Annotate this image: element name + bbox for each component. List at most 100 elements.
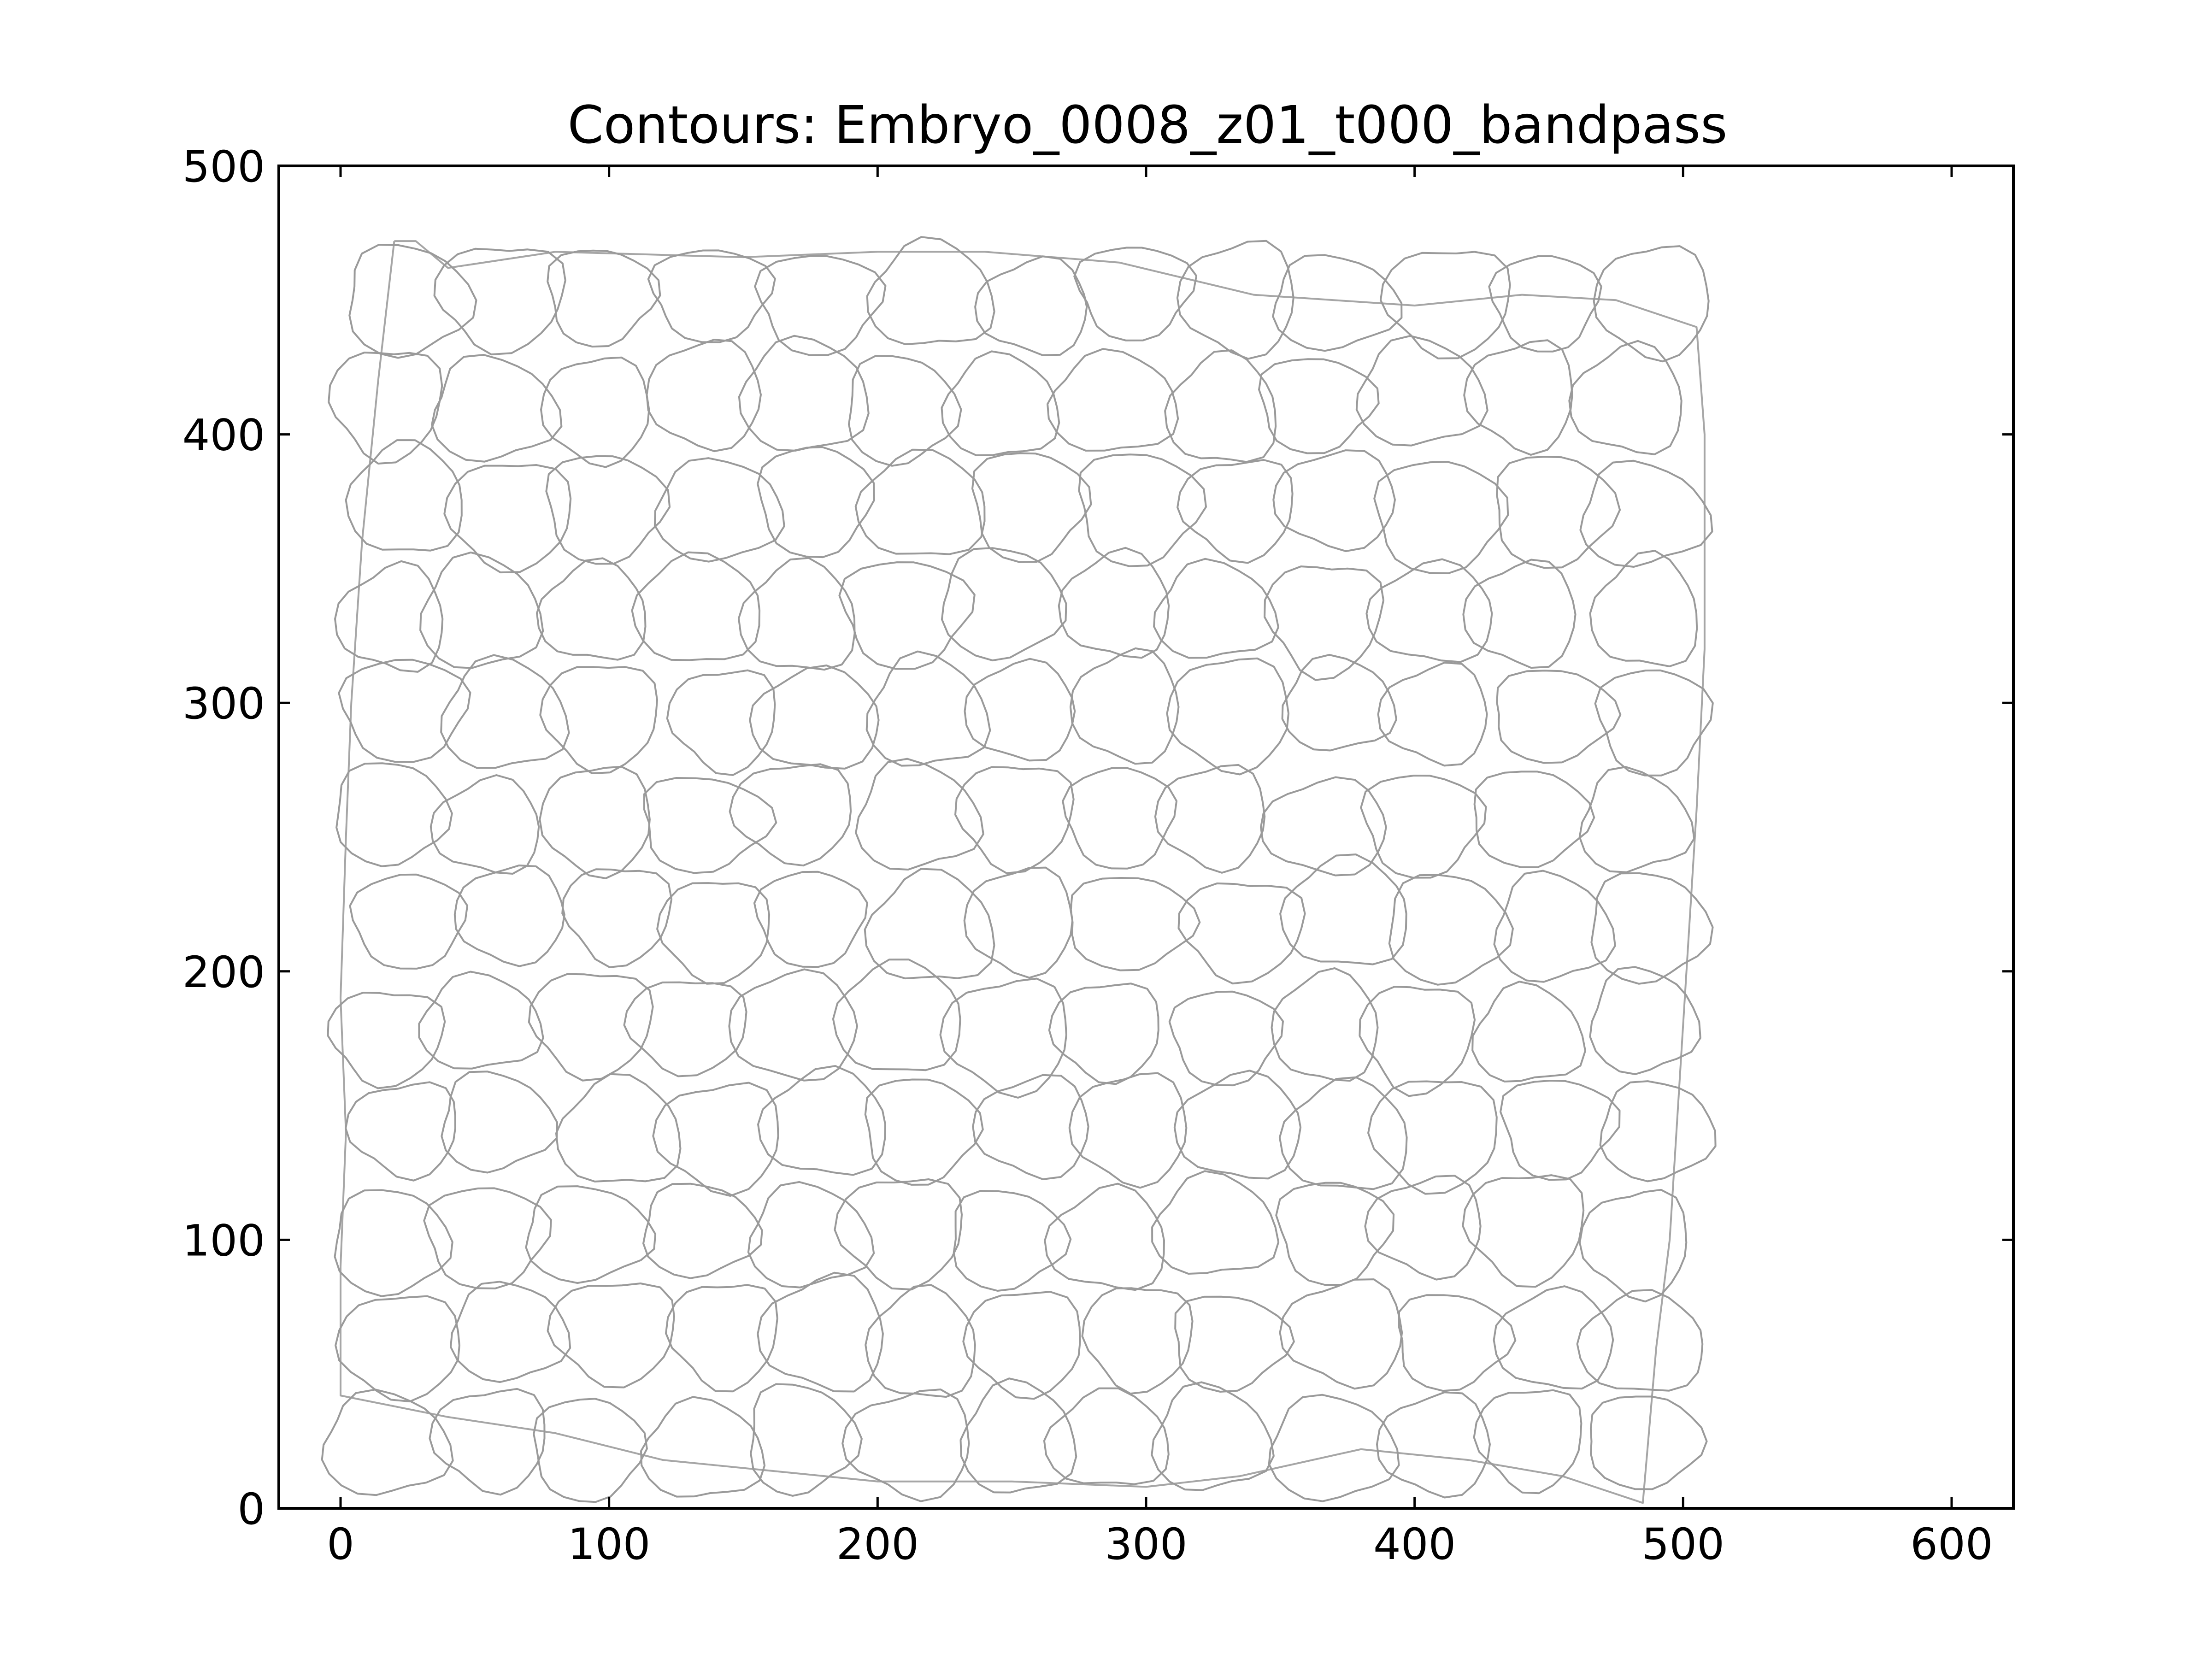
cell-contour bbox=[631, 551, 761, 661]
y-tick-label: 500 bbox=[182, 142, 265, 192]
cell-contour bbox=[848, 355, 962, 467]
cell-contour bbox=[1062, 767, 1178, 870]
cell-contour bbox=[738, 557, 856, 671]
cell-contour bbox=[335, 762, 453, 867]
cell-contour bbox=[1070, 877, 1201, 971]
cell-contour bbox=[855, 758, 984, 871]
cell-contour bbox=[1078, 453, 1207, 567]
cell-contour bbox=[939, 977, 1067, 1099]
cell-contour bbox=[1176, 240, 1294, 360]
cell-contour bbox=[653, 457, 785, 563]
cell-contour bbox=[728, 968, 858, 1082]
cell-contour bbox=[971, 452, 1092, 563]
cell-contour bbox=[441, 1071, 558, 1174]
cell-contour bbox=[959, 1377, 1077, 1494]
cell-contour bbox=[865, 650, 991, 767]
cell-contour bbox=[757, 1065, 886, 1176]
cell-contour bbox=[749, 665, 880, 770]
cell-contour bbox=[941, 547, 1067, 662]
cell-contour bbox=[545, 455, 671, 565]
cell-contour bbox=[1173, 1070, 1302, 1180]
cell-contour bbox=[1047, 348, 1179, 452]
cell-contour bbox=[443, 464, 572, 574]
cell-contour bbox=[1069, 647, 1180, 765]
cell-contour bbox=[647, 249, 776, 343]
cell-contour bbox=[1258, 358, 1380, 454]
cell-contour bbox=[1473, 1389, 1583, 1494]
cell-contour bbox=[1154, 764, 1266, 874]
x-tick-label: 600 bbox=[1910, 1519, 1993, 1570]
cell-contour bbox=[1379, 251, 1511, 359]
cell-contour bbox=[941, 350, 1060, 456]
cell-contour bbox=[666, 669, 776, 776]
cell-contour bbox=[1576, 1289, 1704, 1392]
y-axis: 0 100 200 300 400 500 bbox=[182, 142, 2013, 1535]
cell-contour bbox=[1044, 1182, 1165, 1291]
y-tick-label: 0 bbox=[237, 1484, 265, 1535]
cell-contour bbox=[757, 1271, 884, 1393]
cell-contour bbox=[1493, 870, 1616, 983]
cell-contour bbox=[1579, 1188, 1688, 1303]
cell-contour bbox=[1166, 657, 1289, 776]
cell-contour bbox=[854, 448, 986, 555]
cell-contour bbox=[665, 1284, 778, 1393]
cell-contour bbox=[547, 1282, 675, 1388]
cell-contour bbox=[1471, 981, 1586, 1082]
cell-contour bbox=[334, 560, 444, 673]
chart-title: Contours: Embryo_0008_z01_t000_bandpass bbox=[568, 95, 1728, 155]
cell-contour bbox=[974, 255, 1088, 356]
cell-contour bbox=[450, 1281, 571, 1383]
cell-contour bbox=[1279, 853, 1407, 965]
cell-contour bbox=[1177, 882, 1306, 985]
cell-contour bbox=[953, 1190, 1072, 1292]
cell-contour bbox=[738, 335, 870, 452]
cell-contour bbox=[525, 1185, 657, 1284]
cell-contour bbox=[1589, 550, 1698, 667]
cell-contour bbox=[1043, 1387, 1170, 1485]
cell-contour bbox=[1272, 449, 1396, 553]
cell-contour bbox=[1260, 776, 1387, 877]
cell-contour bbox=[1359, 986, 1476, 1097]
cell-contour bbox=[1488, 255, 1602, 353]
cell-contour bbox=[1388, 874, 1514, 986]
cell-contour bbox=[750, 1383, 863, 1497]
cell-contour bbox=[1278, 1076, 1408, 1190]
cell-contour bbox=[640, 1396, 766, 1498]
cell-contour bbox=[555, 1073, 682, 1182]
x-axis: 0 100 200 300 400 500 600 bbox=[327, 166, 1993, 1570]
cell-contour bbox=[1264, 565, 1385, 681]
cell-contour bbox=[964, 658, 1076, 762]
cell-contour bbox=[440, 654, 570, 769]
cell-contour bbox=[757, 446, 875, 559]
cell-contour bbox=[747, 1181, 875, 1288]
x-tick-label: 500 bbox=[1642, 1519, 1724, 1570]
cell-contour bbox=[1271, 967, 1379, 1082]
x-tick-label: 0 bbox=[327, 1519, 354, 1570]
cell-contour bbox=[536, 557, 647, 661]
cell-contour bbox=[419, 551, 544, 669]
cell-contour bbox=[1462, 559, 1577, 669]
cell-contour bbox=[540, 356, 650, 468]
cell-contour bbox=[1281, 653, 1397, 752]
cell-contour bbox=[1568, 340, 1683, 455]
plot-area bbox=[277, 165, 2015, 1510]
cell-contour bbox=[418, 971, 544, 1070]
cell-contour bbox=[729, 763, 852, 867]
cell-contour bbox=[539, 666, 658, 774]
x-tick-label: 300 bbox=[1105, 1519, 1187, 1570]
cell-contour bbox=[335, 1295, 460, 1403]
cell-contour bbox=[1164, 349, 1277, 463]
cell-contour bbox=[646, 339, 762, 453]
cell-contour bbox=[1365, 558, 1493, 663]
cell-contour bbox=[1174, 1295, 1295, 1393]
x-tick-label: 400 bbox=[1373, 1519, 1456, 1570]
cell-contour bbox=[1496, 670, 1622, 764]
cell-contour bbox=[1151, 1381, 1275, 1491]
cell-contour bbox=[1168, 990, 1284, 1087]
cell-contour bbox=[838, 561, 976, 670]
cell-contour bbox=[1493, 1285, 1614, 1390]
cell-contour bbox=[1578, 766, 1695, 873]
cell-contour bbox=[841, 1388, 970, 1502]
cell-contour bbox=[1463, 339, 1573, 456]
